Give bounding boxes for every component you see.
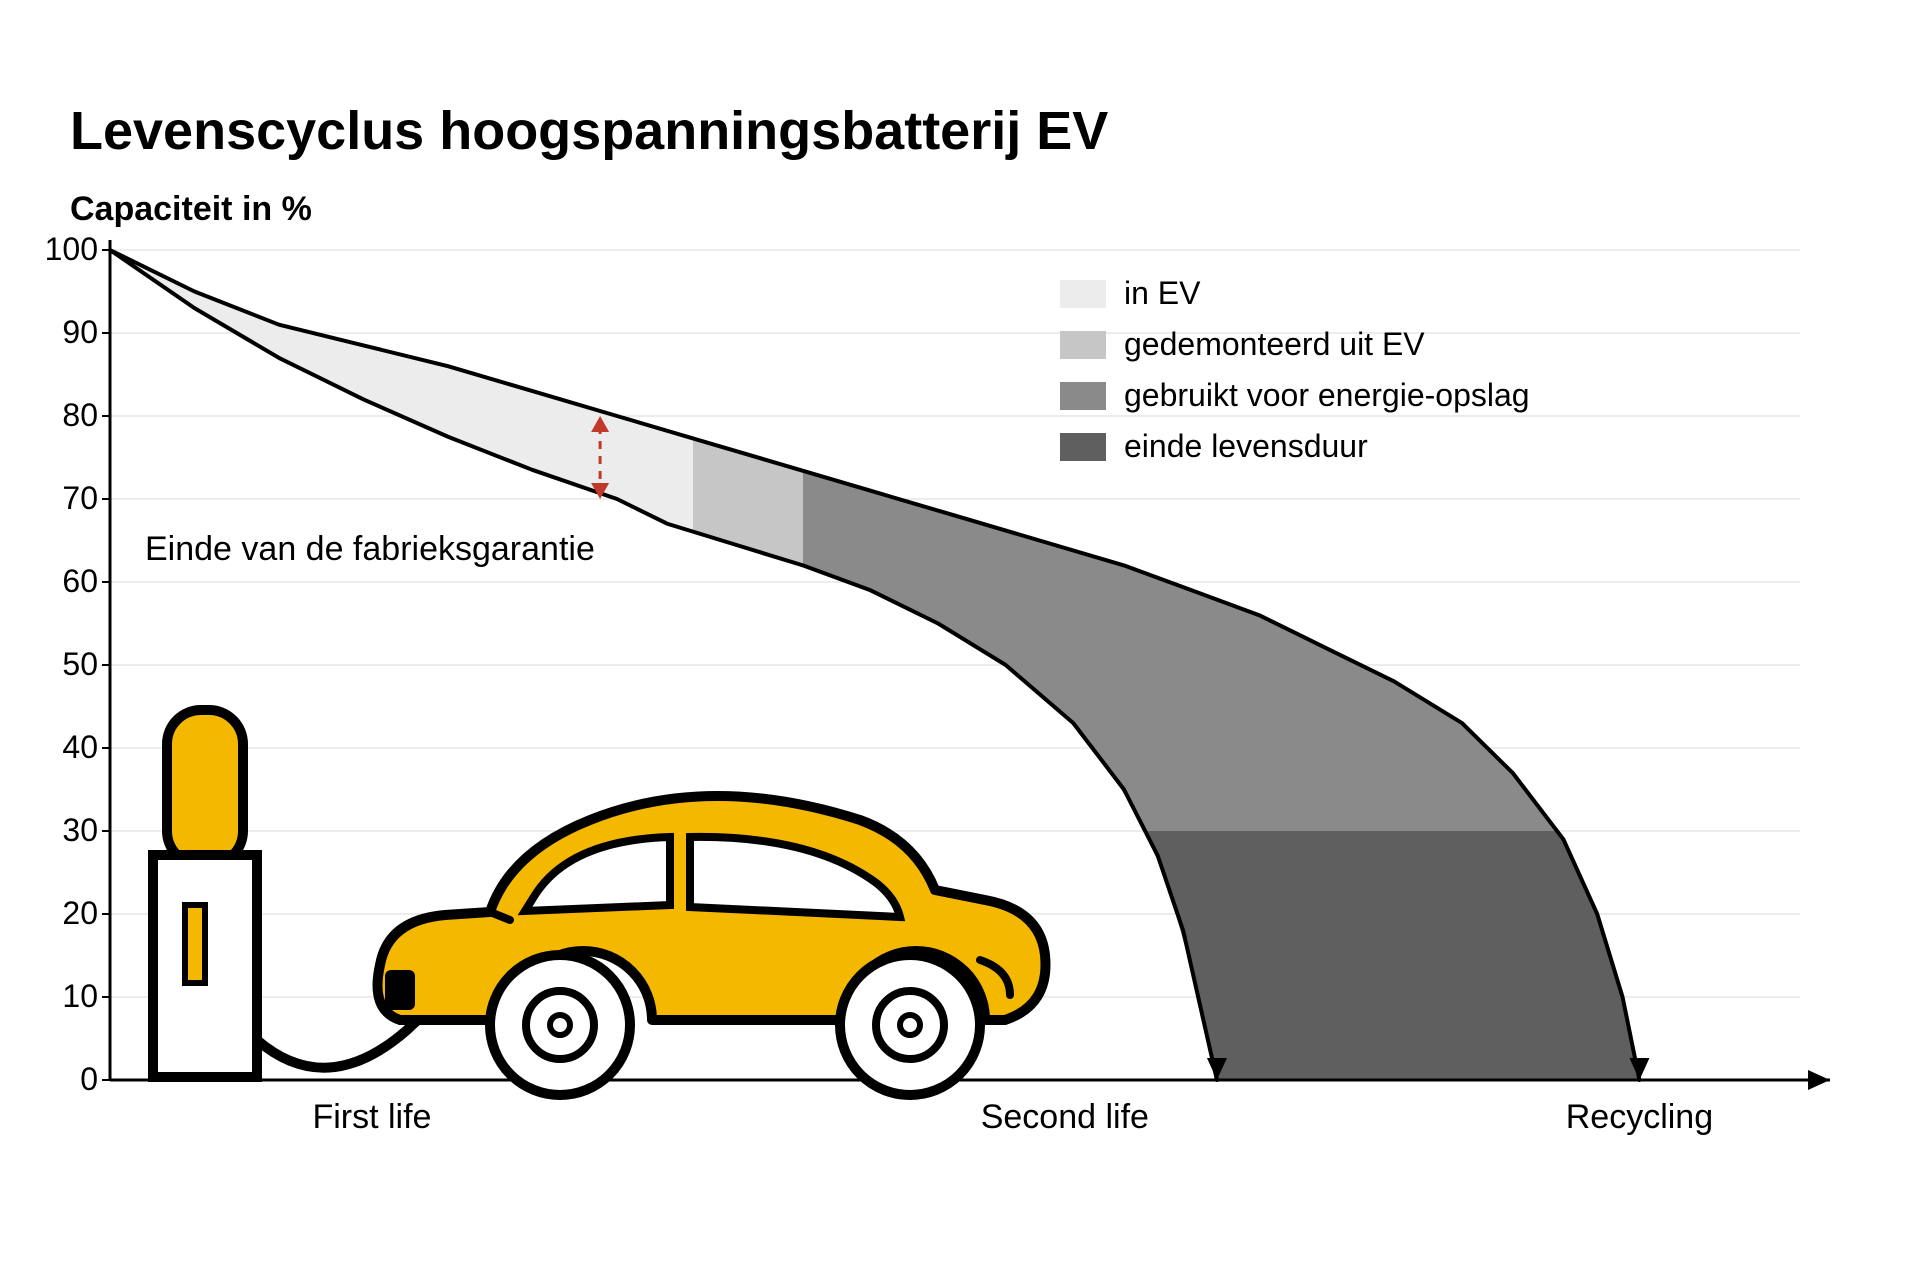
- legend: in EV gedemonteerd uit EV gebruikt voor en…: [1060, 275, 1530, 479]
- legend-swatch: [1060, 280, 1106, 308]
- legend-label: in EV: [1124, 275, 1200, 312]
- y-tick-label: 40: [38, 729, 98, 766]
- y-tick-label: 0: [38, 1061, 98, 1098]
- ev-illustration: [153, 710, 1046, 1095]
- x-category-label: Second life: [915, 1098, 1215, 1137]
- legend-swatch: [1060, 382, 1106, 410]
- y-tick-label: 70: [38, 480, 98, 517]
- legend-label: gebruikt voor energie-opslag: [1124, 377, 1530, 414]
- y-tick-label: 30: [38, 812, 98, 849]
- segment-removed: [693, 438, 803, 565]
- y-axis-title: Capaciteit in %: [70, 190, 312, 229]
- page: Levenscyclus hoogspanningsbatterij EV Ca…: [0, 0, 1924, 1282]
- y-tick-label: 50: [38, 646, 98, 683]
- x-category-label: First life: [222, 1098, 522, 1137]
- legend-label: gedemonteerd uit EV: [1124, 326, 1425, 363]
- y-tick-label: 20: [38, 895, 98, 932]
- x-category-label: Recycling: [1489, 1098, 1789, 1137]
- y-tick-label: 80: [38, 397, 98, 434]
- segment-end-of-life: [1145, 831, 1639, 1080]
- y-tick-label: 100: [38, 231, 98, 268]
- chart-title: Levenscyclus hoogspanningsbatterij EV: [70, 100, 1108, 162]
- legend-swatch: [1060, 331, 1106, 359]
- legend-item: einde levensduur: [1060, 428, 1530, 465]
- y-tick-label: 10: [38, 978, 98, 1015]
- warranty-annotation: Einde van de fabrieksgarantie: [145, 530, 595, 569]
- legend-item: gebruikt voor energie-opslag: [1060, 377, 1530, 414]
- legend-label: einde levensduur: [1124, 428, 1368, 465]
- y-tick-label: 90: [38, 314, 98, 351]
- legend-swatch: [1060, 433, 1106, 461]
- legend-item: in EV: [1060, 275, 1530, 312]
- y-tick-label: 60: [38, 563, 98, 600]
- legend-item: gedemonteerd uit EV: [1060, 326, 1530, 363]
